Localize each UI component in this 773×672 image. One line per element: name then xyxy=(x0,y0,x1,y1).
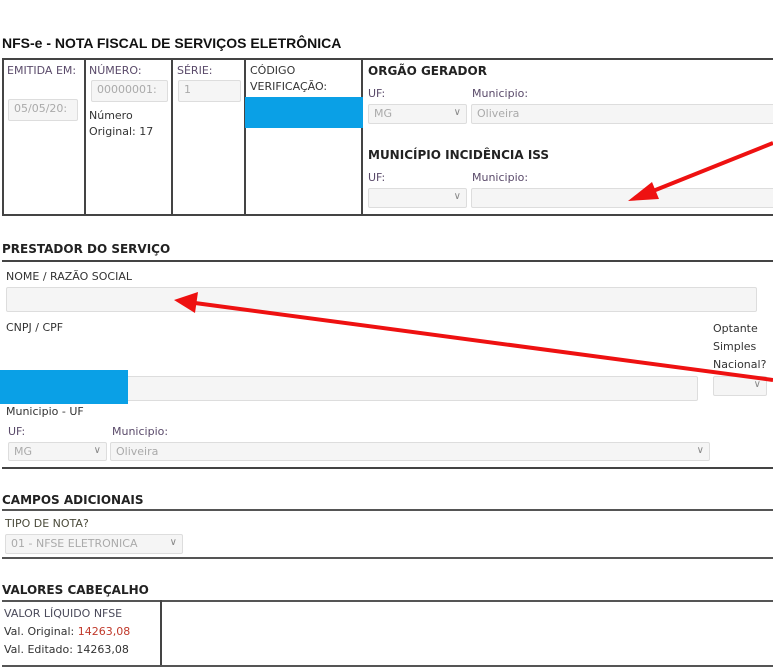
divider xyxy=(244,58,246,216)
prestador-box xyxy=(2,260,773,469)
iss-uf-select[interactable]: ∨ xyxy=(368,188,467,208)
uf-label: UF: xyxy=(8,425,26,438)
val-original-label: Val. Original: xyxy=(4,625,75,638)
prestador-uf-value: MG xyxy=(14,445,33,458)
prestador-title: PRESTADOR DO SERVIÇO xyxy=(2,242,171,256)
orgao-uf-label: UF: xyxy=(368,87,386,100)
prestador-uf-select[interactable]: MG ∨ xyxy=(8,442,107,461)
tipo-label: TIPO DE NOTA? xyxy=(5,517,89,530)
emitida-input[interactable]: 05/05/20: xyxy=(8,99,78,121)
chevron-down-icon: ∨ xyxy=(453,107,461,118)
numero-original-value: 17 xyxy=(139,125,154,138)
campos-title: CAMPOS ADICIONAIS xyxy=(2,493,144,507)
optante-select[interactable]: ∨ xyxy=(713,376,767,396)
iss-uf-label: UF: xyxy=(368,171,386,184)
optante-label: Optante Simples Nacional? xyxy=(713,322,767,371)
divider xyxy=(2,665,773,667)
prestador-municipio-value: Oliveira xyxy=(116,445,159,458)
divider xyxy=(2,600,773,602)
nome-input[interactable] xyxy=(6,287,757,312)
orgao-uf-value: MG xyxy=(374,107,393,120)
iss-municipio-input[interactable] xyxy=(471,188,773,208)
iss-title: MUNICÍPIO INCIDÊNCIA ISS xyxy=(368,148,550,162)
val-original-value: 14263,08 xyxy=(77,625,131,638)
orgao-municipio-input[interactable]: Oliveira xyxy=(471,104,773,124)
tipo-select[interactable]: 01 - NFSE ELETRONICA ∨ xyxy=(5,534,183,554)
serie-label: SÉRIE: xyxy=(177,64,213,77)
chevron-down-icon: ∨ xyxy=(453,191,461,202)
liquido-label: VALOR LÍQUIDO NFSE xyxy=(4,607,123,620)
redaction-block xyxy=(245,97,363,128)
orgao-title: ORGÃO GERADOR xyxy=(368,64,487,78)
divider xyxy=(160,600,162,667)
cnpj-input[interactable] xyxy=(120,376,698,401)
iss-municipio-label: Municipio: xyxy=(472,171,529,184)
divider xyxy=(361,58,363,216)
divider xyxy=(84,58,86,216)
val-editado: Val. Editado: 14263,08 xyxy=(4,642,129,658)
chevron-down-icon: ∨ xyxy=(753,379,761,390)
numero-original: Número Original: 17 xyxy=(89,108,169,140)
divider xyxy=(2,557,773,559)
serie-input[interactable]: 1 xyxy=(178,80,241,102)
redaction-block xyxy=(0,370,128,404)
divider xyxy=(2,509,773,511)
val-editado-value: 14263,08 xyxy=(76,643,129,656)
chevron-down-icon: ∨ xyxy=(696,445,704,456)
nome-label: NOME / RAZÃO SOCIAL xyxy=(6,270,132,283)
numero-input[interactable]: 00000001: xyxy=(91,80,168,102)
municipio-uf-label: Municipio - UF xyxy=(6,405,84,418)
header-box xyxy=(2,58,773,216)
chevron-down-icon: ∨ xyxy=(93,445,101,456)
codigo-label: CÓDIGO VERIFICAÇÃO: xyxy=(250,64,328,93)
numero-original-label: Número Original: xyxy=(89,109,136,138)
orgao-uf-select[interactable]: MG ∨ xyxy=(368,104,467,124)
cnpj-label: CNPJ / CPF xyxy=(6,321,64,334)
numero-label: NÚMERO: xyxy=(89,64,142,77)
valores-title: VALORES CABEÇALHO xyxy=(2,583,149,597)
chevron-down-icon: ∨ xyxy=(169,537,177,548)
prestador-municipio-select[interactable]: Oliveira ∨ xyxy=(110,442,710,461)
emitida-label: EMITIDA EM: xyxy=(7,64,77,77)
val-editado-label: Val. Editado: xyxy=(4,643,73,656)
municipio-label: Municipio: xyxy=(112,425,169,438)
val-original: Val. Original: 14263,08 xyxy=(4,624,130,640)
page-title: NFS-e - NOTA FISCAL DE SERVIÇOS ELETRÔNI… xyxy=(2,35,342,51)
divider xyxy=(171,58,173,216)
orgao-municipio-label: Municipio: xyxy=(472,87,529,100)
tipo-value: 01 - NFSE ELETRONICA xyxy=(11,537,138,550)
